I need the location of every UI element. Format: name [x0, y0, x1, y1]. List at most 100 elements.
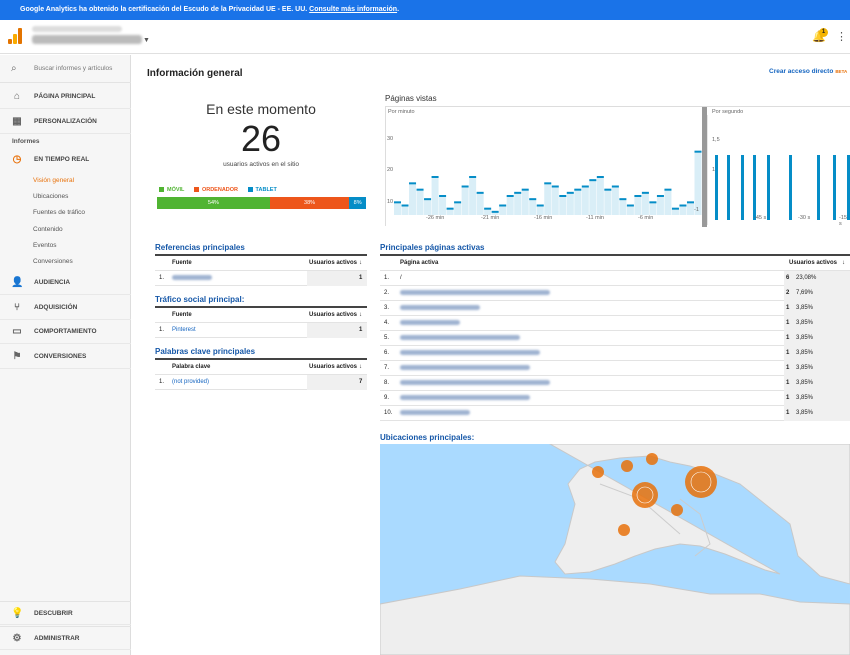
search-icon: ⌕: [11, 63, 17, 74]
social-table: Fuente Usuarios activos ↓ 1. Pinterest 1: [155, 306, 367, 338]
privacy-link[interactable]: Consulte más información: [309, 6, 398, 13]
per-second-chart: [707, 115, 850, 225]
pages-table: Página activa Usuarios activos ↓ 1./6 23,08…: [380, 254, 850, 421]
chart-point: [491, 210, 499, 213]
dashboard-icon: ▦: [12, 116, 22, 127]
chart-point: [469, 176, 477, 178]
page-path[interactable]: [400, 395, 530, 401]
chart-point: [656, 195, 664, 197]
sidebar-item-realtime[interactable]: ◷ EN TIEMPO REAL: [12, 154, 90, 165]
chart-point: [484, 207, 492, 210]
page-path[interactable]: [400, 410, 470, 416]
chart-point: [619, 198, 627, 201]
page-path[interactable]: [400, 335, 520, 341]
sidebar-sub-traffic[interactable]: Fuentes de tráfico: [33, 209, 86, 216]
active-users-panel: En este momento 26 usuarios activos en e…: [155, 101, 367, 168]
page-path[interactable]: [400, 380, 550, 386]
chart-point: [551, 185, 559, 188]
sidebar-item-conversions[interactable]: ⚑ CONVERSIONES: [0, 345, 131, 369]
device-segment-tablet: 8%: [349, 197, 366, 209]
sidebar-sub-locations[interactable]: Ubicaciones: [33, 193, 69, 200]
chart-bar: [401, 205, 409, 215]
chart-point: [671, 207, 679, 210]
chart-bar: [536, 205, 544, 215]
sidebar-item-admin[interactable]: ⚙ ADMINISTRAR: [0, 626, 131, 650]
chart-bar: [611, 186, 619, 215]
chart-bar: [604, 189, 612, 215]
chart-point: [529, 198, 537, 201]
page-path[interactable]: [400, 290, 550, 296]
table-row: 9. 1 3,85%: [380, 391, 850, 406]
sidebar-item-discover[interactable]: 💡 DESCUBRIR: [0, 601, 131, 625]
sidebar-item-home[interactable]: ⌂ PÁGINA PRINCIPAL: [0, 85, 131, 109]
chart-bar: [686, 202, 694, 215]
chart-bar: [431, 177, 439, 215]
chart-splitter[interactable]: [702, 107, 707, 227]
chart-bar: [566, 192, 574, 215]
chart-bar: [484, 208, 492, 215]
table-row: 10. 1 3,85%: [380, 406, 850, 421]
locations-map[interactable]: [380, 444, 850, 655]
chart-bar: [446, 208, 454, 215]
chart-point: [476, 191, 484, 194]
sidebar-item-behavior[interactable]: ▭ COMPORTAMIENTO: [0, 320, 131, 344]
sidebar-sub-conversions[interactable]: Conversiones: [33, 258, 73, 265]
chart-bar: [581, 186, 589, 215]
table-row: 1./6 23,08%: [380, 271, 850, 286]
table-row: 8. 1 3,85%: [380, 376, 850, 391]
keywords-title: Palabras clave principales: [155, 347, 256, 356]
create-shortcut-link[interactable]: Crear acceso directo BETA: [769, 68, 848, 75]
chart-bar: [514, 192, 522, 215]
more-vert-icon[interactable]: ⋮: [836, 31, 847, 43]
page-path[interactable]: [400, 365, 530, 371]
locations-title: Ubicaciones principales:: [380, 433, 475, 442]
chart-bar: [671, 208, 679, 215]
chart-bar: [589, 180, 597, 215]
chart-point: [581, 185, 589, 188]
chart-bar: [424, 199, 432, 215]
account-selector[interactable]: [32, 26, 142, 44]
referrals-table: Fuente Usuarios activos ↓ 1. 1: [155, 254, 367, 286]
chart-point: [521, 188, 529, 191]
chart-point: [439, 195, 447, 197]
chart-point: [431, 176, 439, 178]
table-row: 1. Pinterest 1: [155, 323, 367, 338]
chart-bar: [529, 199, 537, 215]
chart-point: [401, 204, 409, 207]
chart-point: [409, 182, 417, 185]
device-segment-mobile: 54%: [157, 197, 270, 209]
chart-bar: [574, 189, 582, 215]
page-path[interactable]: [400, 320, 460, 326]
sidebar-sub-overview[interactable]: Visión general: [33, 177, 75, 184]
device-bar: 54% 38% 8%: [157, 197, 366, 209]
chart-bar: [439, 196, 447, 215]
sidebar-item-audience[interactable]: 👤 AUDIENCIA: [0, 271, 131, 295]
sidebar-item-custom[interactable]: ▦ PERSONALIZACIÓN: [0, 110, 131, 134]
notification-badge: 1: [819, 28, 828, 37]
sidebar-item-acquisition[interactable]: ⑂ ADQUISICIÓN: [0, 296, 131, 320]
chart-bar: [596, 177, 604, 215]
social-title: Tráfico social principal:: [155, 295, 245, 304]
chart-bar: [664, 189, 672, 215]
chart-point: [694, 150, 702, 153]
page-path[interactable]: [400, 350, 540, 356]
analytics-logo-icon[interactable]: [8, 28, 22, 44]
chart-point: [499, 204, 507, 207]
sidebar: ⌕ Buscar informes y artículos ⌂ PÁGINA PR…: [0, 55, 131, 655]
sidebar-sub-events[interactable]: Eventos: [33, 242, 57, 249]
chart-bar: [476, 192, 484, 215]
active-users-caption: usuarios activos en el sitio: [223, 161, 299, 168]
chart-point: [514, 191, 522, 194]
caret-down-icon[interactable]: ▼: [143, 37, 150, 44]
chart-point: [649, 201, 657, 204]
top-header: ▼ 🔔 1 ⋮: [0, 20, 850, 54]
chart-point: [424, 198, 432, 201]
chart-point: [596, 176, 604, 178]
sidebar-sub-content[interactable]: Contenido: [33, 226, 63, 233]
chart-bar: [544, 183, 552, 215]
chart-point: [394, 201, 402, 204]
page-path[interactable]: /: [400, 275, 402, 281]
page-path[interactable]: [400, 305, 480, 311]
reports-label: Informes: [12, 138, 40, 145]
sidebar-search[interactable]: ⌕ Buscar informes y artículos: [0, 55, 131, 83]
